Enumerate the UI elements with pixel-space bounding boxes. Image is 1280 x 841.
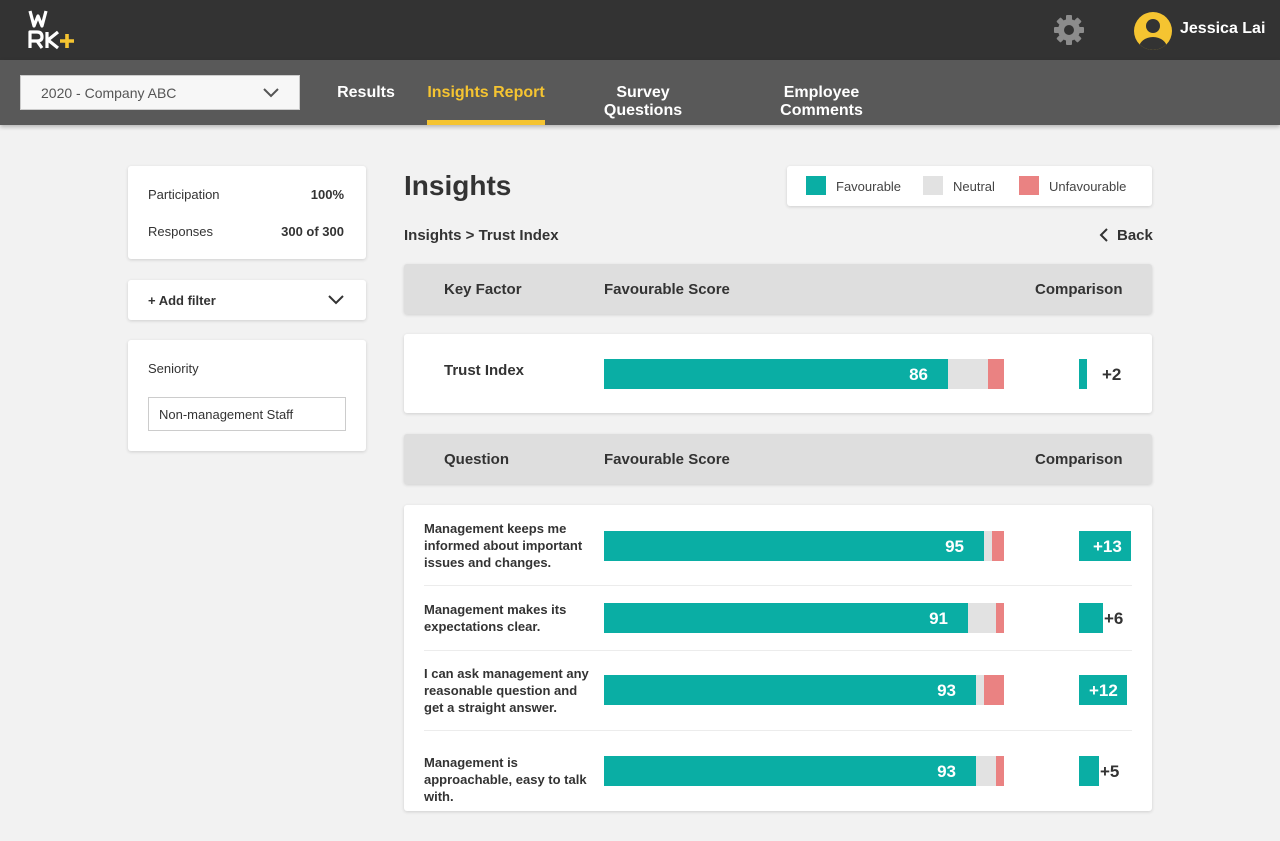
participation-value: 100%: [310, 187, 344, 202]
row-divider: [424, 650, 1132, 651]
question-comparison-bar: [1079, 531, 1131, 561]
question-text: Management is approachable, easy to talk…: [424, 755, 587, 804]
question-comparison-value: +12: [1089, 681, 1118, 700]
row-divider: [424, 585, 1132, 586]
participation-card: Participation 100% Responses 300 of 300: [128, 166, 366, 259]
responses-label: Responses: [148, 224, 214, 239]
question-score-bar: 91: [604, 603, 1004, 633]
question-score-bar: 93: [604, 675, 1004, 705]
user-avatar-icon[interactable]: [1133, 11, 1173, 51]
page-title: Insights: [404, 170, 512, 201]
question-neutral-segment: [976, 675, 984, 705]
question-unfavourable-segment: [996, 756, 1004, 786]
legend-swatch-unfavourable: [1019, 176, 1039, 195]
nav-bar: 2020 - Company ABC Results Insights Repo…: [0, 60, 1280, 125]
legend: Favourable Neutral Unfavourable: [787, 166, 1152, 206]
participation-label: Participation: [148, 187, 220, 202]
survey-select[interactable]: 2020 - Company ABC: [20, 75, 300, 110]
question-favourable-value: 95: [945, 537, 964, 556]
gear-icon[interactable]: [1053, 14, 1085, 46]
question-comparison-value: +5: [1100, 762, 1120, 781]
header-comparison: Comparison: [1035, 451, 1123, 468]
responses-value: 300 of 300: [281, 224, 344, 239]
seniority-select[interactable]: Non-management Staff: [148, 397, 346, 431]
add-filter-label: + Add filter: [148, 293, 216, 308]
question-comparison-value: +6: [1104, 609, 1124, 628]
question-favourable-value: 91: [929, 609, 948, 628]
tab-survey-questions[interactable]: Survey Questions: [603, 84, 683, 119]
row-divider: [424, 730, 1132, 731]
header-key-factor: Key Factor: [444, 281, 522, 298]
key-factor-favourable-value: 86: [909, 365, 928, 384]
header-question: Question: [444, 451, 510, 468]
tab-employee-comments[interactable]: Employee Comments: [780, 84, 863, 119]
question-favourable-value: 93: [937, 762, 956, 781]
question-row[interactable]: Management makes its expectations clear.…: [404, 585, 1152, 650]
question-comparison-bar: [1079, 603, 1103, 633]
legend-label-unfavourable: Unfavourable: [1049, 179, 1127, 194]
question-favourable-segment: [604, 756, 976, 786]
survey-select-value: 2020 - Company ABC: [41, 85, 177, 101]
chevron-down-icon: [263, 88, 279, 98]
back-label: Back: [1117, 227, 1153, 244]
question-text: Management keeps me informed about impor…: [424, 521, 583, 570]
header-favourable-score: Favourable Score: [604, 451, 730, 468]
question-neutral-segment: [984, 531, 992, 561]
participation-row: Participation 100%: [148, 187, 344, 202]
key-factor-row[interactable]: Trust Index 86 +2: [404, 334, 1152, 413]
key-factor-comparison-value: +2: [1102, 365, 1122, 384]
questions-card: Management keeps me informed about impor…: [404, 505, 1152, 811]
back-button[interactable]: Back: [1098, 225, 1154, 247]
question-score-bar: 95: [604, 531, 1004, 561]
key-factor-score-bar: 86: [604, 359, 1004, 389]
tab-results[interactable]: Results: [337, 84, 395, 101]
question-header: Question Favourable Score Comparison: [404, 434, 1152, 484]
header-comparison: Comparison: [1035, 281, 1123, 298]
chevron-down-icon: [328, 295, 344, 305]
question-neutral-segment: [976, 756, 996, 786]
chevron-left-icon: [1099, 228, 1108, 242]
question-favourable-segment: [604, 675, 976, 705]
legend-label-neutral: Neutral: [953, 179, 995, 194]
key-factor-header: Key Factor Favourable Score Comparison: [404, 264, 1152, 314]
seniority-value: Non-management Staff: [159, 407, 294, 422]
question-row[interactable]: Management keeps me informed about impor…: [404, 505, 1152, 585]
header-favourable-score: Favourable Score: [604, 281, 730, 298]
user-name[interactable]: Jessica Lai: [1180, 20, 1266, 37]
breadcrumb[interactable]: Insights > Trust Index: [404, 227, 559, 244]
question-favourable-value: 93: [937, 681, 956, 700]
question-comparison-value: +13: [1093, 537, 1122, 556]
wrk-logo[interactable]: [28, 8, 78, 52]
question-score-bar: 93: [604, 756, 1004, 786]
question-row[interactable]: Management is approachable, easy to talk…: [404, 730, 1152, 811]
responses-row: Responses 300 of 300: [148, 224, 344, 239]
key-factor-favourable-segment: [604, 359, 948, 389]
key-factor-neutral-segment: [948, 359, 988, 389]
question-comparison-bar: [1079, 756, 1099, 786]
key-factor-comparison-bar: [1079, 359, 1087, 389]
question-text: I can ask management any reasonable ques…: [424, 666, 589, 715]
question-unfavourable-segment: [996, 603, 1004, 633]
legend-swatch-favourable: [806, 176, 826, 195]
tab-insights-report[interactable]: Insights Report: [427, 60, 545, 125]
key-factor-label: Trust Index: [444, 362, 525, 379]
question-row[interactable]: I can ask management any reasonable ques…: [404, 650, 1152, 730]
top-bar: Jessica Lai: [0, 0, 1280, 60]
seniority-label: Seniority: [148, 361, 199, 376]
add-filter-dropdown[interactable]: + Add filter: [128, 280, 366, 320]
question-favourable-segment: [604, 603, 968, 633]
key-factor-unfavourable-segment: [988, 359, 1004, 389]
question-unfavourable-segment: [992, 531, 1004, 561]
question-favourable-segment: [604, 531, 984, 561]
legend-label-favourable: Favourable: [836, 179, 902, 194]
question-text: Management makes its expectations clear.: [424, 602, 567, 634]
question-comparison-bar: [1079, 675, 1127, 705]
seniority-filter-card: Seniority Non-management Staff: [128, 340, 366, 451]
question-unfavourable-segment: [984, 675, 1004, 705]
legend-swatch-neutral: [923, 176, 943, 195]
question-neutral-segment: [968, 603, 996, 633]
